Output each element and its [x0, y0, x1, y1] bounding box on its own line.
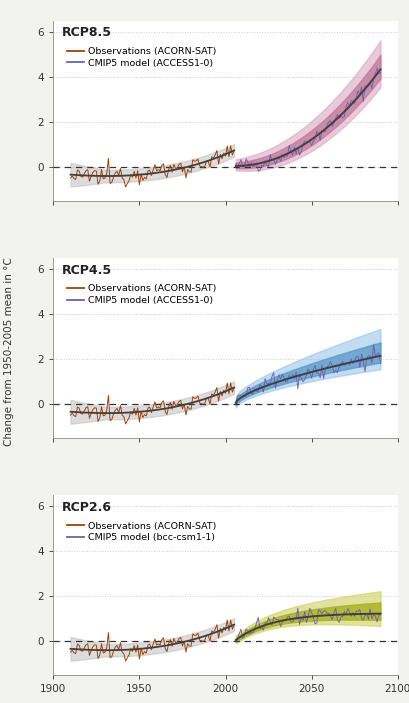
Legend: Observations (ACORN-SAT), CMIP5 model (bcc-csm1-1): Observations (ACORN-SAT), CMIP5 model (b… [67, 522, 216, 542]
Text: Change from 1950-2005 mean in °C: Change from 1950-2005 mean in °C [4, 257, 14, 446]
Legend: Observations (ACORN-SAT), CMIP5 model (ACCESS1-0): Observations (ACORN-SAT), CMIP5 model (A… [67, 285, 216, 305]
Text: RCP2.6: RCP2.6 [62, 501, 112, 514]
Text: RCP4.5: RCP4.5 [62, 264, 112, 276]
Text: RCP8.5: RCP8.5 [62, 27, 112, 39]
Legend: Observations (ACORN-SAT), CMIP5 model (ACCESS1-0): Observations (ACORN-SAT), CMIP5 model (A… [67, 47, 216, 67]
